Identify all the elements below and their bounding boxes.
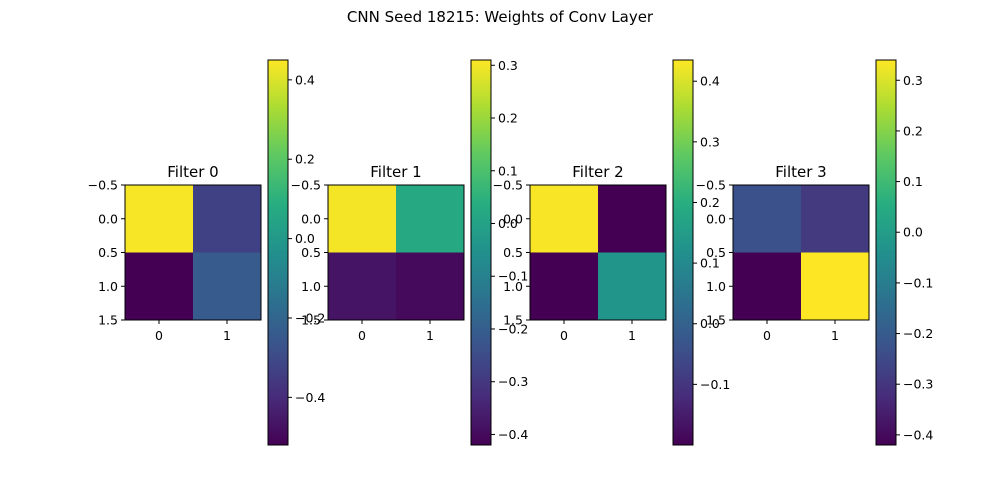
- subplot-filter-3: Filter 3 0 1 −0.5 0.0 0.5 1.0 1.5 0.3 0.2 0.1 0.0 −0…: [696, 59, 933, 446]
- y-tick-label: 0.0: [98, 211, 118, 226]
- colorbar-tick-label: 0.2: [700, 195, 720, 210]
- x-tick-label: 1: [831, 328, 839, 343]
- colorbar-tick-label: 0.0: [700, 316, 720, 331]
- y-tick-label: 1.5: [98, 313, 118, 328]
- heatmap-cell-1-0: [530, 252, 598, 320]
- colorbar-tick-label: 0.0: [903, 225, 923, 240]
- colorbar-tick-label: 0.3: [700, 134, 720, 149]
- y-tick-label: 0.0: [706, 211, 726, 226]
- colorbar-tick-label: 0.2: [903, 123, 923, 138]
- colorbar-tick-label: 0.4: [295, 72, 315, 87]
- colorbar: [470, 59, 492, 446]
- colorbar: [875, 59, 897, 446]
- colorbar-tick-label: 0.3: [498, 58, 518, 73]
- heatmap-cell-1-0: [125, 252, 193, 320]
- heatmap-cell-1-1: [801, 252, 869, 320]
- subplot-title: Filter 2: [572, 163, 623, 181]
- colorbar-tick-label: −0.1: [903, 275, 933, 290]
- heatmap-cell-0-1: [193, 185, 261, 253]
- colorbar-tick-label: −0.4: [903, 427, 933, 442]
- colorbar-tick-label: 0.1: [903, 174, 923, 189]
- colorbar-tick-label: −0.1: [498, 269, 528, 284]
- heatmap-cell-1-0: [733, 252, 801, 320]
- y-tick-label: 1.0: [301, 279, 321, 294]
- subplot-filter-2: Filter 20 1−0.50.00.51.01.50.40.30.20.10.…: [493, 59, 730, 446]
- plots-group: Filter 00 1−0.50.00.51.01.50.40.20.0−0.2−…: [88, 58, 933, 446]
- subplot-filter-1: Filter 10 1−0.50.00.51.01.50.30.20.10.0−0…: [291, 58, 528, 446]
- colorbar: [267, 59, 289, 446]
- heatmap-cell-1-0: [328, 252, 396, 320]
- y-tick-label: 0.0: [503, 211, 523, 226]
- colorbar-tick-label: −0.3: [498, 374, 528, 389]
- colorbar-tick-label: 0.2: [498, 111, 518, 126]
- heatmap-cell-0-0: [733, 185, 801, 253]
- subplot-filter-0: Filter 00 1−0.50.00.51.01.50.40.20.0−0.2−…: [88, 59, 325, 446]
- y-tick-label: 1.5: [301, 313, 321, 328]
- y-tick-label: 1.5: [503, 313, 523, 328]
- y-tick-label: −0.5: [493, 178, 523, 193]
- y-tick-label: 0.0: [301, 211, 321, 226]
- x-tick-label: 0: [155, 328, 163, 343]
- heatmap-cell-1-1: [193, 252, 261, 320]
- colorbar-tick-label: −0.3: [903, 377, 933, 392]
- colorbar-tick-label: −0.2: [295, 310, 325, 325]
- colorbar-tick-label: −0.1: [700, 377, 730, 392]
- x-tick-label: 0: [763, 328, 771, 343]
- y-tick-label: −0.5: [88, 178, 118, 193]
- colorbar-tick-label: 0.3: [903, 73, 923, 88]
- heatmap-cell-1-1: [396, 252, 464, 320]
- colorbar-tick-label: 0.1: [700, 256, 720, 271]
- y-tick-label: 0.5: [301, 245, 321, 260]
- subplot-title: Filter 1: [370, 163, 421, 181]
- y-tick-label: 1.0: [503, 279, 523, 294]
- heatmap-cell-0-1: [801, 185, 869, 253]
- colorbar-tick-label: −0.4: [295, 390, 325, 405]
- heatmap-cell-0-0: [328, 185, 396, 253]
- heatmap-cell-0-0: [530, 185, 598, 253]
- x-tick-label: 1: [628, 328, 636, 343]
- y-tick-label: 0.5: [98, 245, 118, 260]
- y-tick-label: 0.5: [503, 245, 523, 260]
- colorbar-tick-label: −0.4: [498, 427, 528, 442]
- colorbar-tick-label: 0.4: [700, 74, 720, 89]
- colorbar: [672, 59, 694, 446]
- heatmap-cell-0-1: [396, 185, 464, 253]
- x-tick-label: 0: [358, 328, 366, 343]
- colorbar-tick-label: 0.0: [498, 216, 518, 231]
- colorbar-tick-label: 0.1: [498, 163, 518, 178]
- figure-title: CNN Seed 18215: Weights of Conv Layer: [347, 8, 654, 26]
- y-tick-label: −0.5: [696, 178, 726, 193]
- y-tick-label: 1.0: [706, 279, 726, 294]
- y-tick-label: −0.5: [291, 178, 321, 193]
- y-tick-label: 0.5: [706, 245, 726, 260]
- x-tick-label: 0: [560, 328, 568, 343]
- heatmap-cell-1-1: [598, 252, 666, 320]
- x-tick-label: 1: [426, 328, 434, 343]
- heatmap-cell-0-1: [598, 185, 666, 253]
- heatmap-cell-0-0: [125, 185, 193, 253]
- subplot-title: Filter 3: [775, 163, 826, 181]
- y-tick-label: 1.5: [706, 313, 726, 328]
- colorbar-tick-label: 0.2: [295, 152, 315, 167]
- subplot-title: Filter 0: [167, 163, 218, 181]
- y-tick-label: 1.0: [98, 279, 118, 294]
- colorbar-tick-label: 0.0: [295, 231, 315, 246]
- x-tick-label: 1: [223, 328, 231, 343]
- colorbar-tick-label: −0.2: [498, 321, 528, 336]
- colorbar-tick-label: −0.2: [903, 326, 933, 341]
